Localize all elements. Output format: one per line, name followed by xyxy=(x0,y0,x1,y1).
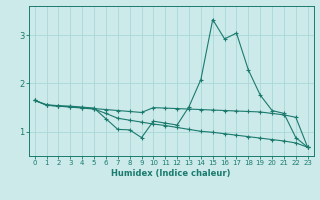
X-axis label: Humidex (Indice chaleur): Humidex (Indice chaleur) xyxy=(111,169,231,178)
